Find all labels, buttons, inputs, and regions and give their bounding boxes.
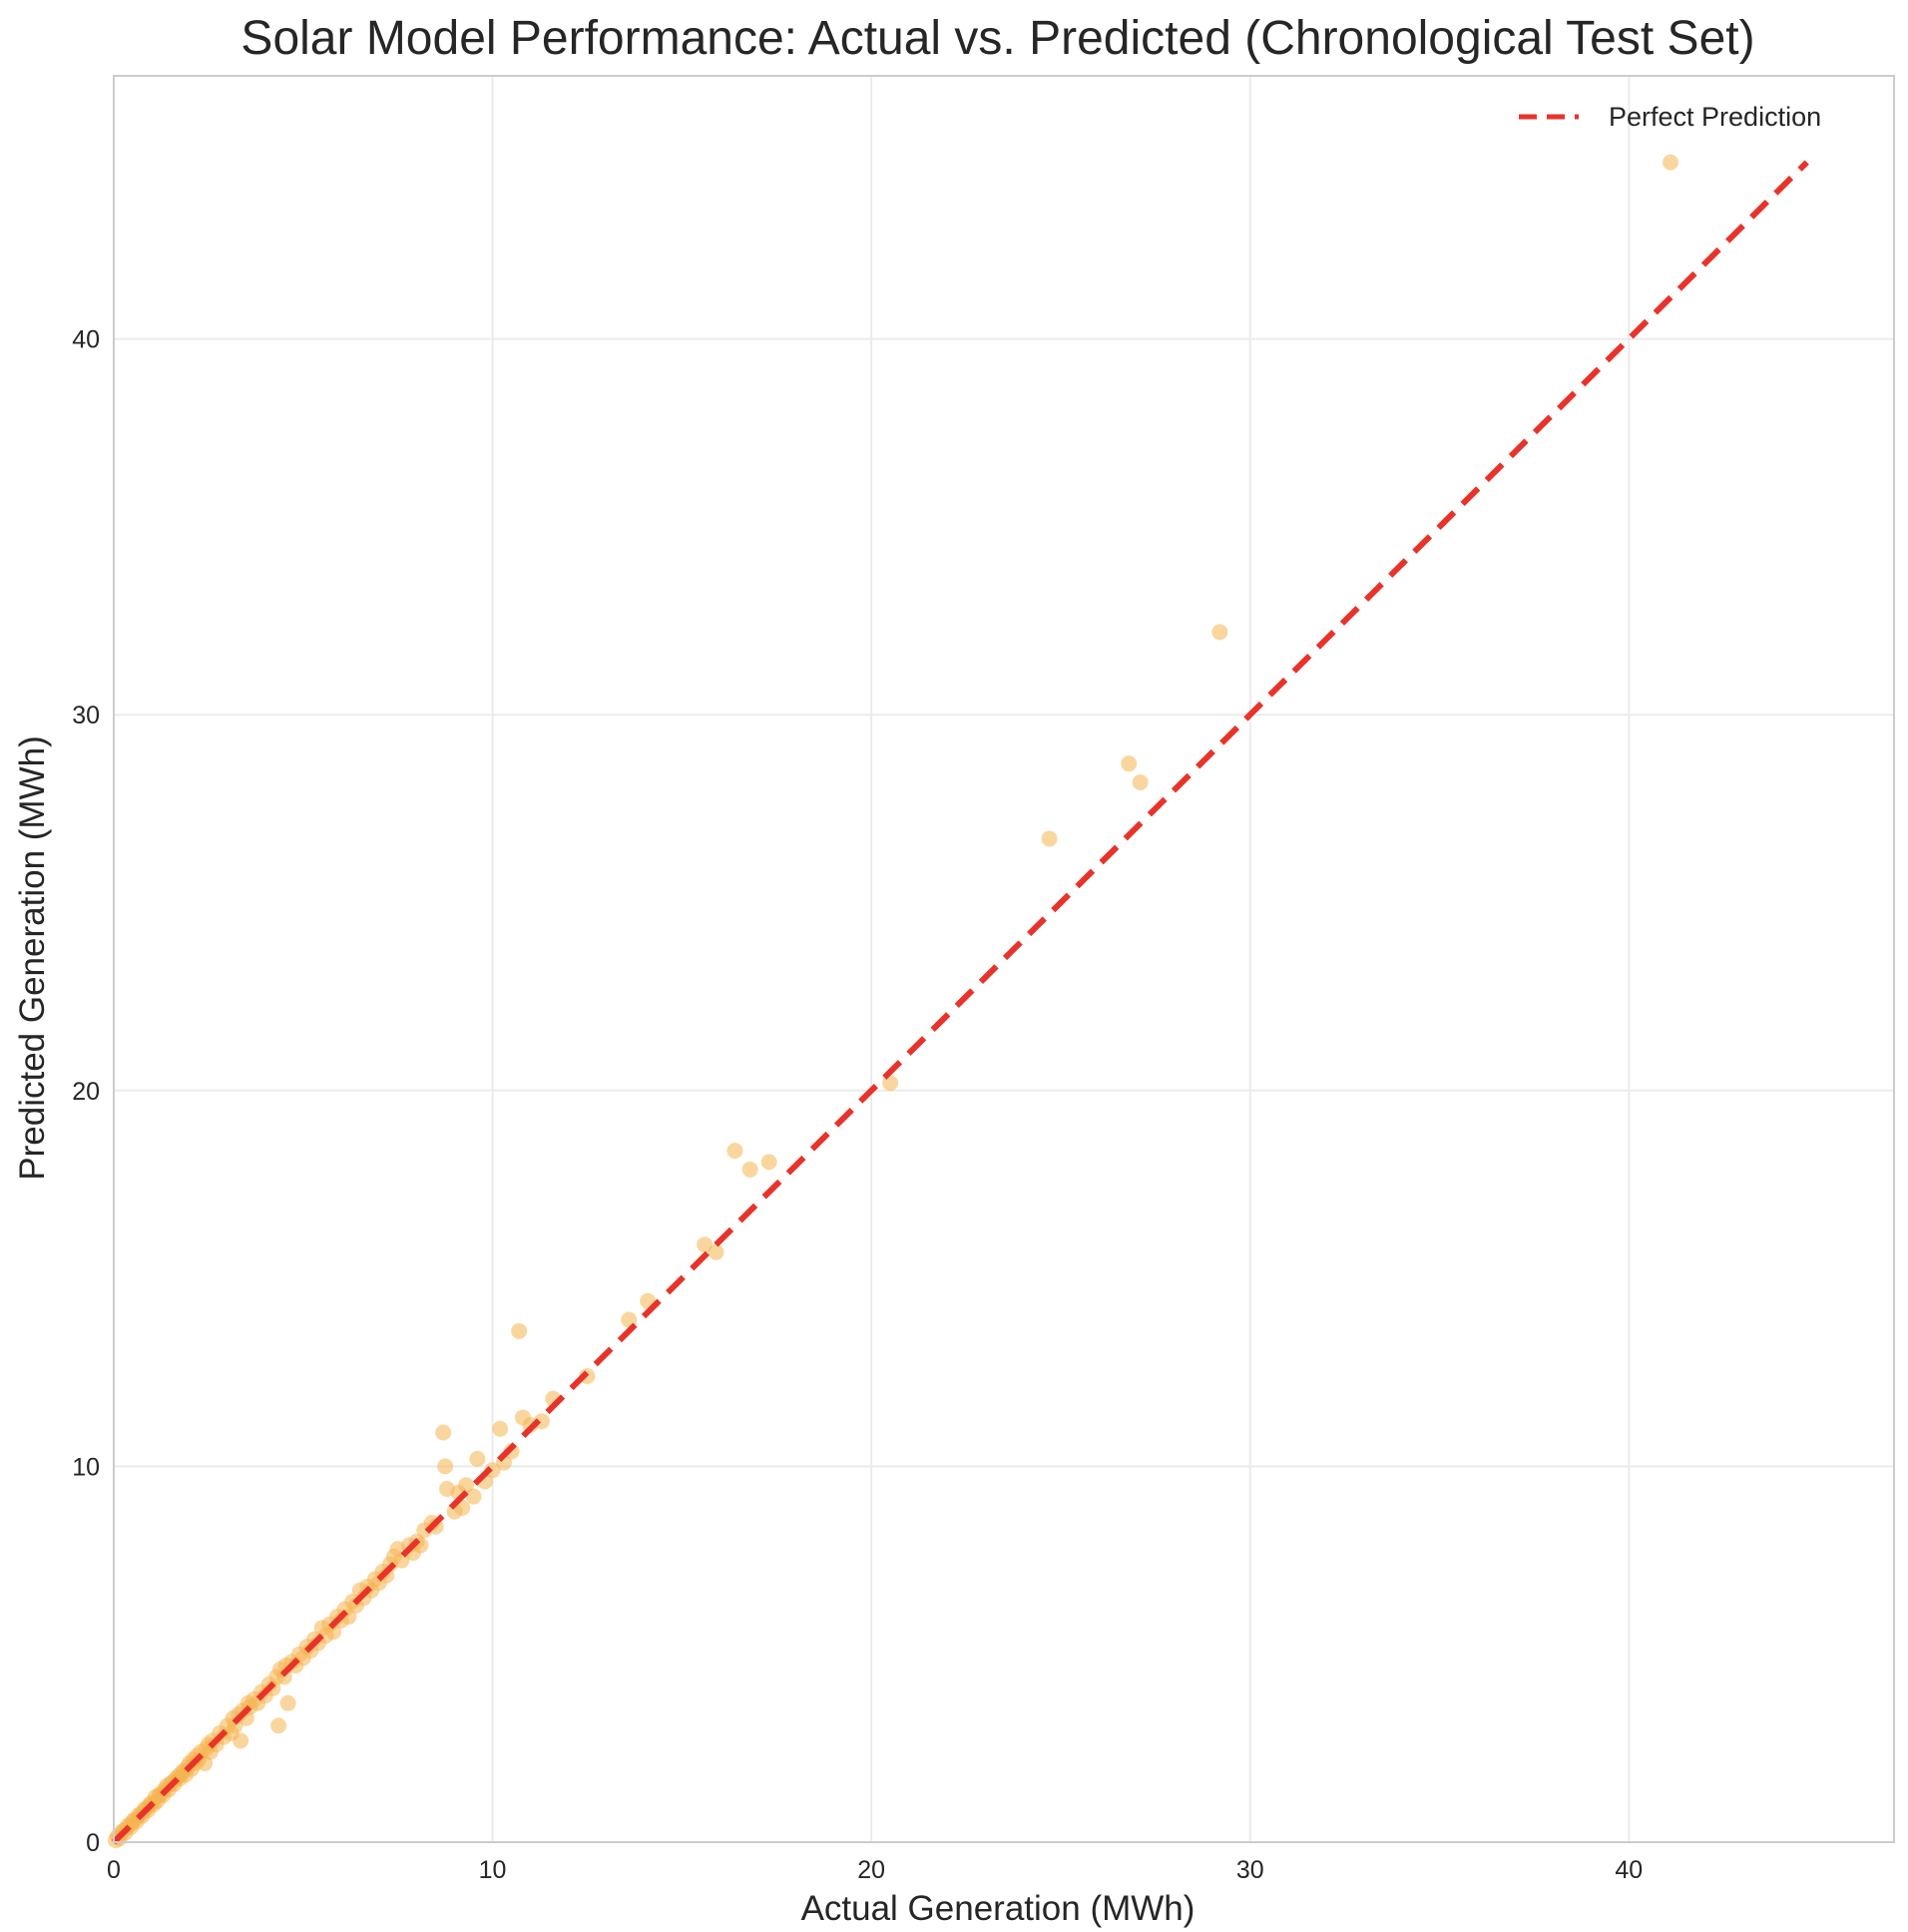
y-tick-label: 0 xyxy=(86,1829,100,1857)
x-tick-label: 10 xyxy=(479,1856,507,1884)
y-tick-label: 30 xyxy=(72,702,100,729)
y-tick-label: 20 xyxy=(72,1078,100,1106)
x-tick-label: 30 xyxy=(1236,1856,1264,1884)
scatter-point xyxy=(458,1477,475,1494)
legend: Perfect Prediction xyxy=(1519,102,1821,132)
scatter-point xyxy=(697,1236,714,1253)
scatter-point xyxy=(708,1243,724,1260)
plot-frame xyxy=(113,75,1895,1843)
scatter-point xyxy=(435,1424,452,1441)
scatter-point xyxy=(511,1322,528,1339)
y-tick-label: 40 xyxy=(72,326,100,354)
perfect-prediction-line xyxy=(111,160,1809,1845)
x-tick-label: 0 xyxy=(107,1856,121,1884)
scatter-point xyxy=(1663,154,1679,171)
scatter-point xyxy=(279,1694,296,1711)
scatter-point xyxy=(1211,624,1228,641)
scatter-point xyxy=(469,1450,486,1467)
scatter-point xyxy=(465,1488,482,1505)
scatter-point xyxy=(492,1420,509,1437)
scatter-point xyxy=(1041,830,1058,847)
x-ticks: 0 10 20 30 40 xyxy=(107,1856,1643,1884)
scatter-point xyxy=(760,1154,777,1171)
scatter-point xyxy=(741,1161,758,1178)
legend-label-perfect-prediction: Perfect Prediction xyxy=(1609,102,1821,132)
perfect-prediction-line-group xyxy=(111,160,1809,1845)
scatter-point xyxy=(1132,774,1149,790)
x-tick-label: 40 xyxy=(1615,1856,1643,1884)
scatter-point xyxy=(270,1717,287,1734)
scatter-point xyxy=(1121,755,1138,772)
x-tick-label: 20 xyxy=(857,1856,885,1884)
chart-title: Solar Model Performance: Actual vs. Pred… xyxy=(240,12,1754,65)
x-axis-label: Actual Generation (MWh) xyxy=(801,1889,1195,1928)
scatter-point xyxy=(726,1143,743,1160)
y-axis-label: Predicted Generation (MWh) xyxy=(13,735,52,1180)
y-ticks: 0 10 20 30 40 xyxy=(72,326,100,1857)
scatter-point xyxy=(325,1624,342,1641)
scatter-point xyxy=(437,1458,454,1475)
y-tick-label: 10 xyxy=(72,1453,100,1481)
scatter-point xyxy=(233,1732,249,1749)
